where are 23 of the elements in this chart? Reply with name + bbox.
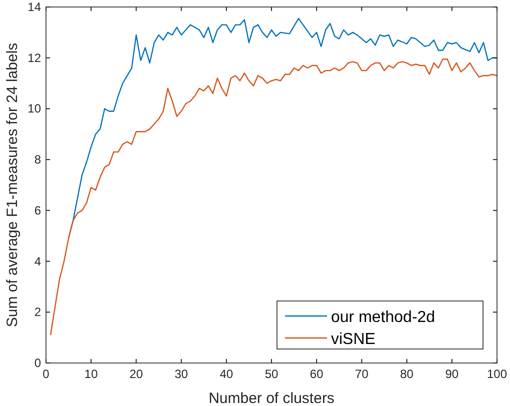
y-axis-title: Sum of average F1-measures for 24 labels	[4, 42, 21, 328]
x-tick-label: 60	[310, 367, 324, 381]
x-tick-label: 0	[42, 367, 50, 381]
x-tick-label: 10	[84, 367, 98, 381]
x-tick-label: 30	[174, 367, 188, 381]
x-tick-label: 100	[486, 367, 508, 381]
y-tick-label: 10	[28, 102, 42, 116]
x-tick-label: 90	[445, 367, 459, 381]
x-tick-label: 40	[220, 367, 234, 381]
y-tick-label: 2	[34, 305, 42, 320]
x-tick-label: 50	[264, 367, 278, 381]
y-tick-label: 8	[34, 152, 42, 167]
y-tick-label: 4	[34, 254, 42, 268]
y-tick-label: 6	[34, 203, 42, 218]
y-tick-label: 14	[28, 0, 42, 14]
y-tick-label: 12	[28, 50, 42, 65]
x-tick-label: 70	[355, 367, 369, 381]
legend-label: viSNE	[331, 331, 376, 348]
x-tick-label: 80	[400, 367, 414, 381]
x-tick-label: 20	[130, 367, 144, 381]
x-axis-title: Number of clusters	[208, 390, 334, 406]
y-tick-label: 0	[34, 356, 42, 370]
legend-label: our method-2d	[331, 309, 436, 326]
